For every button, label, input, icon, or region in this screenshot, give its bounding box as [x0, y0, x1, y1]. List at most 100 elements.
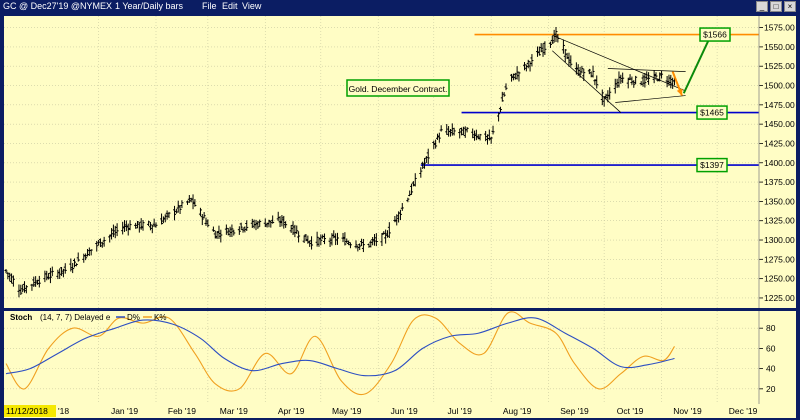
menu-file[interactable]: File	[202, 1, 217, 11]
ohlc-bar	[408, 190, 412, 197]
ohlc-bar	[289, 225, 293, 233]
ohlc-bar	[348, 242, 352, 249]
price-tick-label: 1400.00	[764, 158, 795, 168]
ohlc-bar	[432, 140, 436, 150]
price-tick-label: 1550.00	[764, 42, 795, 52]
ohlc-bar	[108, 234, 112, 243]
legend-k-label: K%	[154, 313, 166, 322]
ohlc-bar	[139, 218, 143, 230]
stoch-tick-label: 80	[766, 323, 776, 333]
gridlines	[4, 16, 759, 404]
ohlc-bar	[626, 77, 630, 89]
ohlc-bar	[550, 35, 554, 44]
ohlc-bar	[504, 83, 508, 91]
ohlc-bar	[224, 224, 228, 235]
stoch-title: Stoch	[10, 313, 32, 322]
time-axis-background	[4, 404, 796, 418]
ohlc-bar	[174, 208, 178, 214]
ohlc-bar	[124, 220, 128, 232]
ohlc-bar	[360, 238, 364, 247]
ohlc-bar	[128, 220, 132, 231]
ohlc-bar	[395, 214, 399, 226]
time-tick-label: Oct '19	[617, 406, 644, 416]
price-tick-label: 1525.00	[764, 61, 795, 71]
ohlc-bar	[232, 229, 236, 236]
annotation-callout: Gold. December Contract.	[346, 79, 450, 97]
price-tick-label: 1225.00	[764, 293, 795, 303]
ohlc-bar	[126, 223, 130, 236]
ohlc-bar	[628, 74, 632, 81]
ohlc-bar	[328, 237, 332, 247]
ohlc-bar	[567, 52, 571, 67]
ohlc-bar	[173, 205, 177, 221]
ohlc-bar	[263, 218, 267, 228]
ohlc-bar	[137, 222, 141, 233]
ohlc-bar	[660, 70, 664, 79]
ohlc-bar	[73, 258, 77, 268]
close-button[interactable]: ×	[784, 1, 796, 12]
ohlc-bar	[97, 239, 101, 246]
time-tick-label: Aug '19	[503, 406, 532, 416]
projection-arrow-shaft	[682, 33, 713, 94]
ohlc-bar	[315, 231, 319, 247]
stoch-axis: 20 40 60 80	[758, 311, 776, 404]
ohlc-bar	[437, 132, 441, 143]
ohlc-bar	[424, 156, 428, 163]
ohlc-bar	[380, 232, 384, 247]
ohlc-bar	[178, 205, 182, 214]
interval-label[interactable]: 1 Year/Daily bars	[115, 1, 184, 11]
stoch-axis-background	[759, 311, 796, 404]
ohlc-bar	[308, 240, 312, 247]
ohlc-bar	[50, 266, 54, 277]
menu-edit[interactable]: Edit	[222, 1, 238, 11]
ohlc-bar	[219, 229, 223, 243]
projection-arrow	[671, 71, 683, 96]
ohlc-bar	[258, 219, 262, 227]
price-tick-label: 1350.00	[764, 196, 795, 206]
ohlc-bar	[243, 226, 247, 233]
ohlc-bar	[565, 52, 569, 59]
ohlc-bar	[295, 225, 299, 234]
stoch-params: (14, 7, 7) Delayed e	[40, 313, 111, 322]
ohlc-bar	[10, 273, 14, 284]
annotation-box	[346, 79, 450, 97]
price-tick-label: 1450.00	[764, 119, 795, 129]
time-tick-label: Sep '19	[560, 406, 589, 416]
ohlc-bar	[382, 231, 386, 235]
level-callout-box	[696, 157, 728, 173]
ohlc-bar	[56, 269, 60, 280]
ohlc-bar	[543, 41, 547, 55]
time-tick-label: May '19	[332, 406, 362, 416]
ohlc-bar	[123, 220, 127, 232]
ohlc-bar	[554, 26, 558, 43]
ohlc-bar	[280, 215, 284, 227]
ohlc-bar	[548, 41, 552, 48]
ohlc-bar	[484, 130, 488, 142]
ohlc-bar	[254, 219, 258, 231]
menu-view[interactable]: View	[242, 1, 262, 11]
ohlc-bar	[634, 75, 638, 85]
price-panel-background	[4, 16, 759, 308]
ohlc-bar	[60, 267, 64, 276]
ohlc-bar	[297, 231, 301, 243]
ohlc-bar	[497, 112, 501, 122]
ohlc-bar	[513, 72, 517, 80]
ohlc-bar	[491, 125, 495, 135]
ohlc-bar	[460, 127, 464, 136]
price-tick-label: 1425.00	[764, 138, 795, 148]
ohlc-bar	[602, 96, 606, 107]
level-callout-box	[696, 105, 728, 120]
ohlc-bar	[193, 199, 197, 207]
pattern-lines	[552, 34, 686, 113]
ohlc-bar	[474, 129, 478, 141]
ohlc-bar	[473, 130, 477, 141]
stoch-tick-label: 40	[766, 364, 776, 374]
ohlc-bar	[361, 238, 365, 253]
maximize-button[interactable]: □	[770, 1, 782, 12]
ohlc-bar	[230, 224, 234, 238]
symbol-title[interactable]: GC @ Dec27'19 @NYMEX	[3, 1, 113, 11]
ohlc-bar	[471, 128, 475, 139]
pattern-trendline	[607, 68, 686, 72]
level-callout-label: $1465	[700, 108, 724, 118]
minimize-button[interactable]: _	[756, 1, 768, 12]
